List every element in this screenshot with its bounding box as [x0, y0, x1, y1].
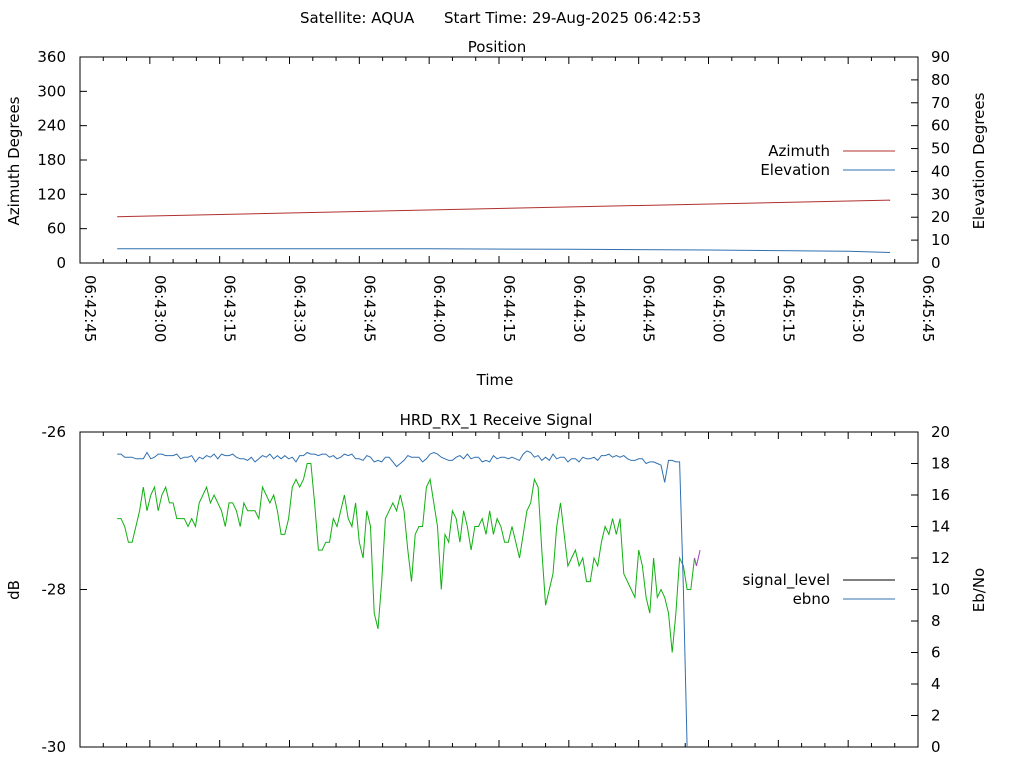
time-tick-label: 06:45:45	[919, 275, 937, 342]
elevation-tick-label: 70	[931, 94, 950, 112]
ebno-tick-label: 12	[931, 549, 950, 567]
azimuth-tick-label: 300	[37, 82, 66, 100]
elevation-tick-label: 90	[931, 48, 950, 66]
elevation-tick-label: 20	[931, 208, 950, 226]
azimuth-tick-label: 240	[37, 117, 66, 135]
elevation-tick-label: 30	[931, 185, 950, 203]
ebno-tick-label: 10	[931, 581, 950, 599]
db-tick-label: -26	[42, 423, 67, 441]
db-axis-label: dB	[5, 580, 23, 600]
elevation-axis-label: Elevation Degrees	[970, 92, 988, 229]
azimuth-tick-label: 60	[47, 220, 66, 238]
signal-display-line	[694, 549, 701, 567]
position-series	[117, 199, 891, 253]
time-tick-label: 06:42:45	[81, 275, 99, 342]
db-tick-label: -28	[42, 581, 67, 599]
signal_level-line	[117, 463, 695, 653]
time-tick-label: 06:44:45	[640, 275, 658, 342]
ebno-tick-label: 18	[931, 455, 950, 473]
time-tick-label: 06:44:15	[500, 275, 518, 342]
satellite-label: Satellite: AQUA	[300, 9, 415, 27]
elevation-tick-label: 50	[931, 140, 950, 158]
time-tick-label: 06:44:30	[570, 275, 588, 342]
legend-ebno-label: ebno	[793, 590, 830, 608]
db-tick-label: -30	[42, 738, 67, 756]
time-tick-label: 06:45:15	[779, 275, 797, 342]
ebno-tick-label: 2	[931, 707, 941, 725]
time-tick-label: 06:45:00	[710, 275, 728, 342]
ebno-tick-label: 16	[931, 486, 950, 504]
legend-elevation-label: Elevation	[760, 161, 830, 179]
signal-title: HRD_RX_1 Receive Signal	[400, 411, 593, 430]
time-tick-label: 06:43:15	[221, 275, 239, 342]
ebno-tick-label: 8	[931, 612, 941, 630]
azimuth-tick-label: 0	[56, 254, 66, 272]
time-tick-label: 06:43:30	[291, 275, 309, 342]
ebno-tick-label: 4	[931, 675, 941, 693]
azimuth-tick-label: 360	[37, 48, 66, 66]
start-time-label: Start Time: 29-Aug-2025 06:42:53	[444, 9, 701, 27]
time-tick-label: 06:45:30	[849, 275, 867, 342]
signal-ticks: -26 -28 -30 0 2 4 6 8 10 12 14 16 18 20	[42, 423, 951, 756]
ebno-tick-label: 20	[931, 423, 950, 441]
legend-azimuth-label: Azimuth	[768, 142, 830, 160]
time-tick-label: 06:44:00	[430, 275, 448, 342]
elevation-tick-label: 10	[931, 231, 950, 249]
ebno-line	[117, 450, 688, 748]
azimuth-axis-label: Azimuth Degrees	[5, 96, 23, 225]
azimuth-tick-label: 180	[37, 151, 66, 169]
position-title: Position	[468, 38, 526, 56]
ebno-tick-label: 6	[931, 644, 941, 662]
signal-series	[117, 450, 701, 748]
position-plot-frame	[79, 56, 919, 264]
azimuth-line	[117, 199, 891, 218]
ebno-tick-label: 0	[931, 738, 941, 756]
legend-signal-label: signal_level	[742, 571, 830, 590]
azimuth-tick-label: 120	[37, 185, 66, 203]
elevation-line	[117, 248, 891, 253]
elevation-tick-label: 0	[931, 254, 941, 272]
time-tick-label: 06:43:00	[151, 275, 169, 342]
ebno-axis-label: Eb/No	[970, 568, 988, 612]
elevation-tick-label: 60	[931, 117, 950, 135]
ebno-tick-label: 14	[931, 518, 950, 536]
position-ticks: 0 60 120 180 240 300 360 0 10 20 30 40 50 60 70 80 90 06:…	[37, 48, 950, 342]
time-tick-label: 06:43:45	[360, 275, 378, 342]
elevation-tick-label: 80	[931, 71, 950, 89]
time-axis-label: Time	[476, 371, 514, 389]
elevation-tick-label: 40	[931, 162, 950, 180]
